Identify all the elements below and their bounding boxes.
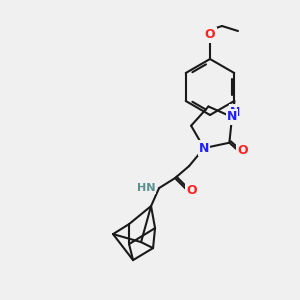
Text: N: N [230, 106, 240, 118]
Text: O: O [187, 184, 197, 196]
Text: O: O [237, 144, 248, 157]
Text: O: O [205, 28, 215, 41]
Text: N: N [199, 142, 209, 154]
Text: N: N [227, 110, 237, 124]
Text: HN: HN [136, 183, 155, 193]
